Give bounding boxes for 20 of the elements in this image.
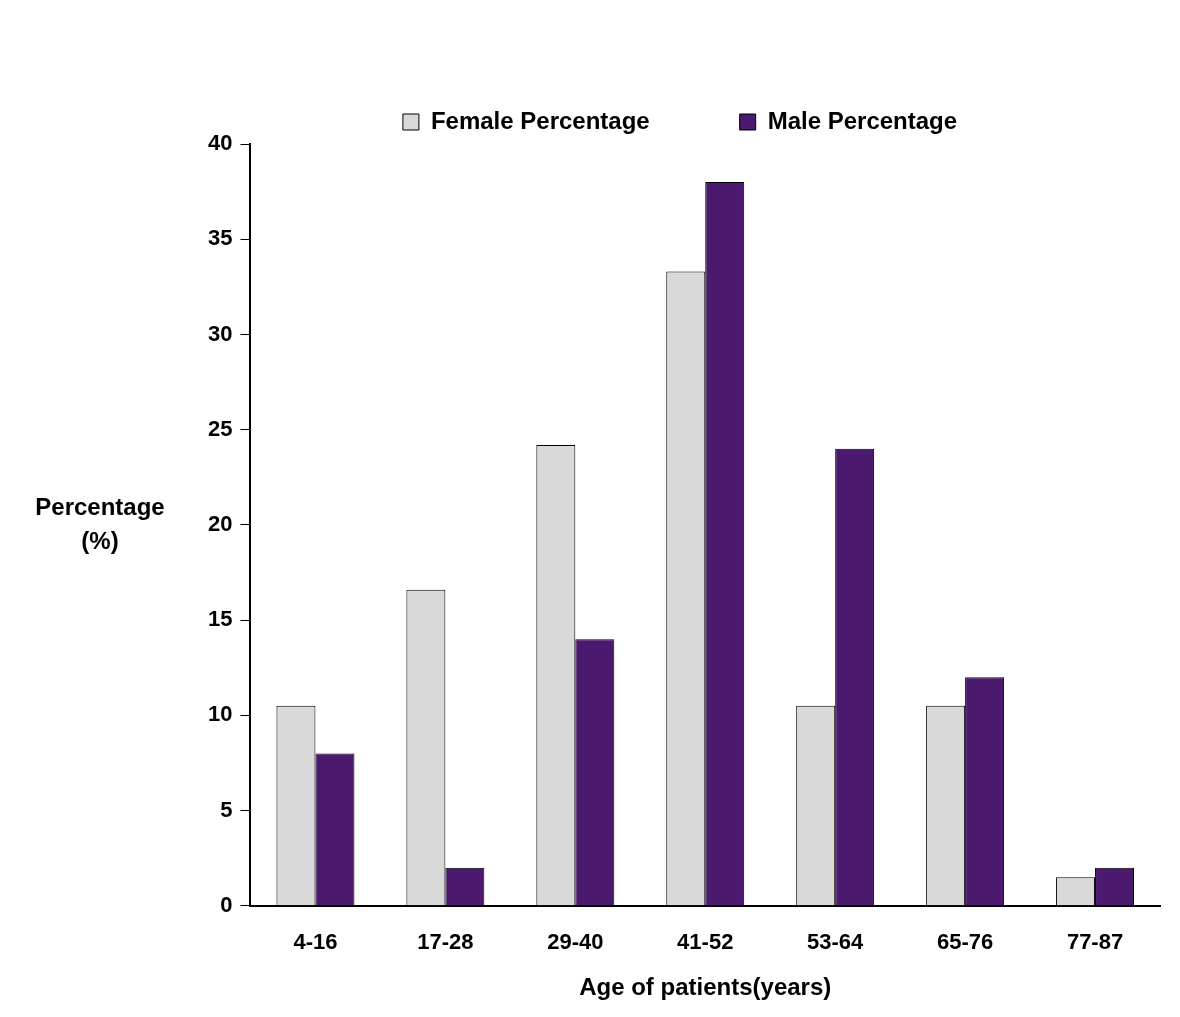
y-tick-label: 0 [220, 891, 233, 917]
y-tick-label: 20 [207, 510, 233, 536]
x-tick-label: 53-64 [807, 929, 865, 955]
legend-label: Male Percentage [767, 106, 958, 134]
y-tick-label: 5 [220, 796, 233, 822]
legend-label: Female Percentage [430, 106, 650, 134]
x-tick-label: 65-76 [936, 929, 994, 955]
x-tick-label: 17-28 [417, 929, 474, 955]
y-axis-title: Percentage (%) [34, 492, 166, 556]
y-tick-label: 40 [207, 130, 233, 156]
y-tick-label: 30 [207, 320, 233, 346]
y-tick-label: 25 [207, 415, 233, 441]
y-tick-label: 10 [207, 701, 233, 727]
x-tick-label: 4-16 [293, 929, 338, 955]
x-tick-label: 29-40 [547, 929, 604, 955]
x-tick-label: 77-87 [1066, 929, 1124, 955]
x-tick-label: 41-52 [677, 929, 734, 955]
x-axis-title: Age of patients(years) [579, 973, 832, 1001]
y-tick-label: 35 [207, 225, 233, 251]
y-tick-label: 15 [207, 606, 233, 632]
